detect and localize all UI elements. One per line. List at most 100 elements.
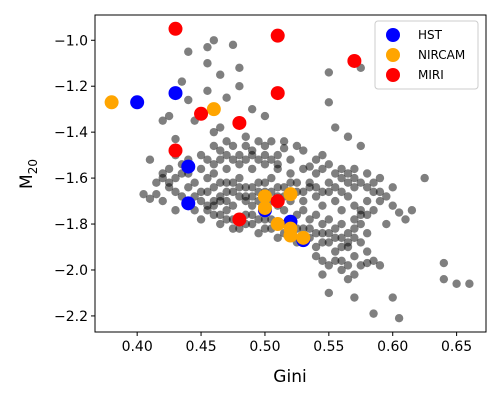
background-point xyxy=(324,187,334,197)
background-point xyxy=(388,183,397,192)
point-miri xyxy=(347,53,362,68)
background-point xyxy=(171,206,180,215)
background-point xyxy=(184,183,193,192)
background-point xyxy=(299,146,308,155)
background-point xyxy=(164,164,174,174)
background-point xyxy=(350,173,359,183)
y-axis-ticks: −1.0 −1.2 −1.4 −1.6 −1.8 −2.0 −2.2 xyxy=(54,33,95,325)
background-point xyxy=(337,265,346,275)
legend-marker-nircam xyxy=(386,48,400,62)
background-point xyxy=(337,242,346,252)
background-point xyxy=(203,86,212,96)
background-point xyxy=(350,183,359,192)
background-point xyxy=(241,155,250,164)
background-point xyxy=(369,256,378,265)
background-point xyxy=(260,224,270,233)
background-point xyxy=(209,183,219,192)
background-point xyxy=(222,196,231,206)
background-point xyxy=(318,219,327,229)
background-point xyxy=(254,155,263,164)
background-point xyxy=(228,155,238,164)
background-point xyxy=(228,224,238,233)
background-point xyxy=(299,187,308,197)
point-hst xyxy=(181,159,196,174)
background-point xyxy=(228,40,238,50)
background-point xyxy=(375,187,385,197)
background-point xyxy=(145,155,155,164)
background-point xyxy=(241,132,250,141)
background-point xyxy=(465,279,474,288)
background-point xyxy=(382,219,391,229)
background-point xyxy=(235,173,244,183)
background-point xyxy=(324,229,334,238)
background-point xyxy=(311,169,321,178)
background-point xyxy=(254,178,263,187)
background-point xyxy=(324,238,334,247)
background-point xyxy=(222,215,231,224)
background-point xyxy=(401,215,410,224)
background-point xyxy=(369,187,378,197)
point-miri xyxy=(168,143,183,158)
background-point xyxy=(260,111,270,121)
x-tick-label: 0.50 xyxy=(249,339,280,355)
background-point xyxy=(324,68,334,77)
background-point xyxy=(222,178,231,187)
background-point xyxy=(324,288,334,298)
y-tick-label: −1.4 xyxy=(54,125,88,141)
background-point xyxy=(299,164,308,174)
point-hst xyxy=(130,95,145,110)
background-point xyxy=(439,258,449,268)
background-point xyxy=(407,206,417,215)
background-point xyxy=(196,164,206,174)
background-point xyxy=(356,178,365,187)
background-point xyxy=(145,194,155,203)
y-tick-label: −2.0 xyxy=(54,263,88,279)
background-point xyxy=(273,233,282,243)
background-point xyxy=(356,141,365,151)
background-point xyxy=(311,229,321,238)
x-tick-label: 0.40 xyxy=(122,339,153,355)
background-point xyxy=(216,155,225,164)
background-point xyxy=(247,164,257,174)
background-point xyxy=(209,36,219,45)
background-point xyxy=(222,137,231,146)
background-point xyxy=(196,187,206,197)
background-point xyxy=(216,219,225,229)
x-tick-label: 0.65 xyxy=(441,339,472,355)
background-point xyxy=(318,256,327,265)
y-tick-label: −1.8 xyxy=(54,217,88,233)
background-point xyxy=(228,187,238,197)
background-point xyxy=(375,261,385,270)
background-point xyxy=(286,178,295,187)
background-point xyxy=(247,201,257,210)
background-point xyxy=(209,127,219,137)
legend-label-miri: MIRI xyxy=(418,68,444,82)
point-nircam xyxy=(296,230,311,245)
background-point xyxy=(350,233,359,243)
background-point xyxy=(203,187,212,197)
legend-box xyxy=(374,20,479,90)
background-point xyxy=(350,224,359,233)
background-point xyxy=(260,215,270,224)
point-miri xyxy=(168,21,183,36)
point-nircam xyxy=(257,200,272,215)
y-tick-label: −1.6 xyxy=(54,171,88,187)
background-point xyxy=(177,77,187,86)
background-point xyxy=(439,274,449,284)
background-point xyxy=(299,206,308,215)
background-point xyxy=(331,123,340,132)
background-point xyxy=(343,178,353,187)
background-point xyxy=(324,98,334,107)
background-point xyxy=(324,215,334,224)
background-point xyxy=(324,261,334,270)
background-point xyxy=(273,160,282,169)
background-point xyxy=(241,192,250,201)
highlight-points-layer xyxy=(104,21,362,248)
point-nircam xyxy=(283,187,298,202)
background-point xyxy=(318,229,327,238)
background-point xyxy=(394,208,404,217)
background-point xyxy=(343,238,353,247)
background-point xyxy=(362,196,372,206)
background-point xyxy=(343,274,353,284)
